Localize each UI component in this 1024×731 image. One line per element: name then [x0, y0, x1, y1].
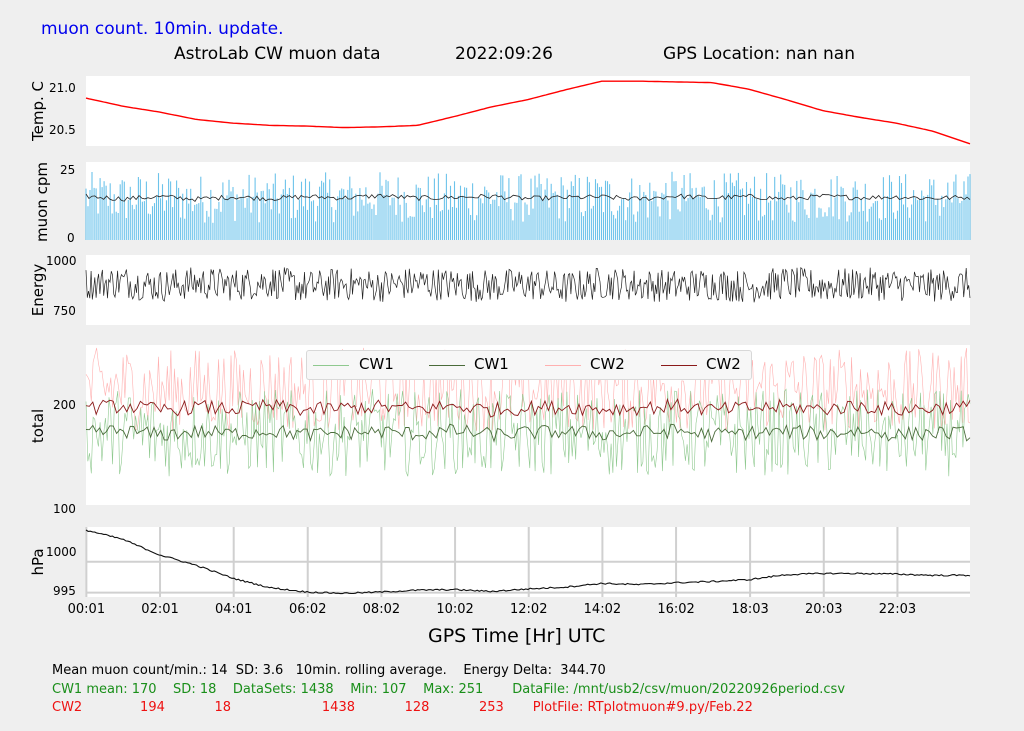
x-tick-label: 20:03 [805, 602, 843, 617]
x-tick-label: 14:02 [583, 602, 622, 617]
ytick-temp-2: 20.5 [49, 123, 76, 137]
x-tick-label: 12:02 [510, 602, 548, 617]
cw2-avg-line [85, 397, 971, 418]
ytick-energy-2: 750 [53, 304, 76, 318]
legend-cw1-avg: CW1 [474, 355, 509, 373]
chart-subtitle: muon count. 10min. update. [41, 19, 284, 39]
temperature-panel [86, 76, 970, 146]
ylabel-pressure: hPa [29, 548, 47, 576]
gps-location: GPS Location: nan nan [663, 44, 855, 64]
x-tick-label: 06:02 [289, 602, 327, 617]
x-axis-title: GPS Time [Hr] UTC [428, 625, 606, 647]
legend-swatch-cw1-avg [429, 365, 465, 366]
total-legend: CW1 CW1 CW2 CW2 [306, 350, 752, 380]
ylabel-temp: Temp. C [29, 81, 47, 141]
temp-line [85, 80, 971, 145]
ytick-total-2: 100 [53, 502, 76, 516]
legend-swatch-cw2-avg [661, 365, 697, 366]
ytick-total-1: 200 [53, 398, 76, 412]
pressure-grid [85, 527, 970, 597]
cw1-raw-line [85, 388, 971, 477]
chart-title: AstroLab CW muon data [174, 44, 381, 64]
x-tick-label: 08:02 [362, 602, 401, 617]
stats-line-2: CW1 mean: 170 SD: 18 DataSets: 1438 Min:… [52, 682, 846, 697]
ytick-pressure-1: 1000 [46, 545, 77, 559]
ytick-temp-1: 21.0 [49, 81, 76, 95]
x-tick-label: 18:03 [731, 602, 769, 617]
ylabel-total: total [29, 408, 47, 444]
x-tick-label: 22:03 [878, 602, 917, 617]
x-tick-label: 04:01 [214, 602, 253, 617]
ytick-muon-2: 0 [67, 231, 75, 245]
energy-line [85, 266, 971, 303]
ytick-pressure-2: 995 [53, 584, 76, 598]
ylabel-energy: Energy [29, 263, 47, 317]
legend-cw1-raw: CW1 [359, 355, 394, 373]
x-tick-label: 16:02 [657, 602, 695, 617]
stats-line-3: CW2 194 18 1438 128 253 PlotFile: RTplot… [52, 700, 753, 715]
chart-date: 2022:09:26 [455, 44, 553, 64]
legend-swatch-cw2-raw [545, 365, 581, 366]
legend-swatch-cw1-raw [313, 365, 349, 366]
muon-average-line [85, 193, 971, 202]
x-tick-label: 10:02 [436, 602, 474, 617]
pressure-line [85, 529, 971, 595]
ytick-muon-1: 25 [60, 163, 76, 177]
stats-line-1: Mean muon count/min.: 14 SD: 3.6 10min. … [52, 663, 606, 678]
energy-panel [86, 255, 970, 325]
ytick-energy-1: 1000 [46, 254, 77, 268]
data-layer [85, 80, 971, 595]
legend-cw2-avg: CW2 [706, 355, 741, 373]
cw1-avg-line [85, 423, 971, 444]
ylabel-muon: muon cpm [33, 162, 51, 242]
legend-cw2-raw: CW2 [590, 355, 625, 373]
x-tick-label: 00:01 [67, 602, 106, 617]
x-tick-label: 02:01 [141, 602, 179, 617]
